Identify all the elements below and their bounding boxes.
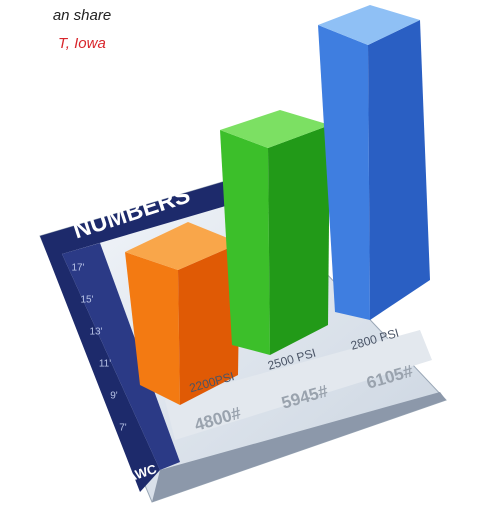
axis-label: 11' — [99, 359, 111, 370]
logo-image: an share T, Iowa NUMBERS AWC 17'15'13'11… — [0, 0, 483, 508]
axis-label: 17' — [71, 263, 84, 274]
axis-label: 9' — [110, 391, 118, 402]
bar-green — [220, 110, 330, 355]
axis-label: 15' — [80, 295, 93, 306]
bar-blue — [318, 5, 430, 320]
axis-label: 7' — [119, 423, 127, 434]
caption-line: T, Iowa — [58, 35, 106, 52]
page: an share T, Iowa NUMBERS AWC 17'15'13'11… — [0, 0, 483, 508]
axis-label: 13' — [89, 327, 102, 338]
caption-line: an share — [53, 7, 111, 24]
